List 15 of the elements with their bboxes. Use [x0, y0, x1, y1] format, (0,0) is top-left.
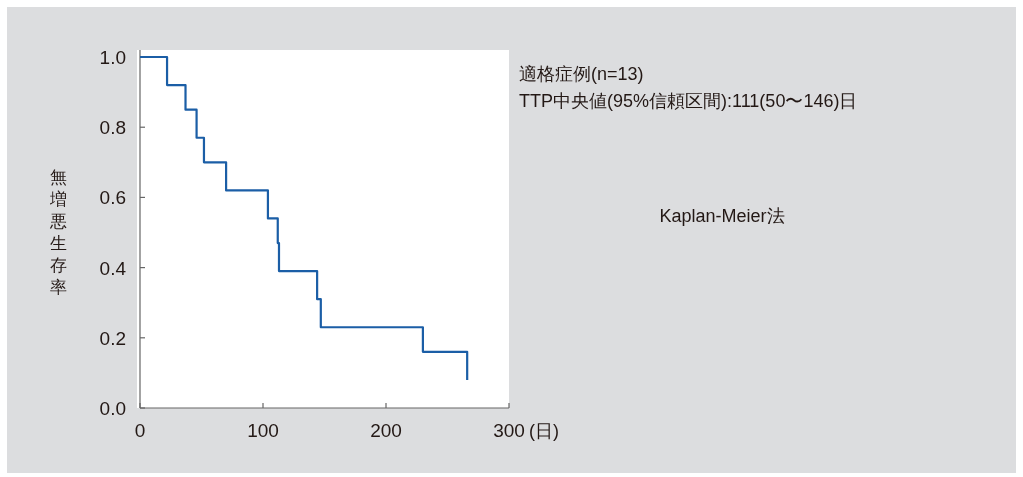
y-tick-label: 0.0	[99, 398, 126, 419]
x-tick-label: 100	[247, 420, 279, 441]
y-tick-label: 0.4	[99, 257, 127, 279]
x-tick-label: 0	[134, 420, 146, 441]
y-tick-label: 1.0	[99, 47, 126, 69]
x-tick-label: 200	[370, 420, 402, 441]
text: Kaplan-Meier法	[659, 206, 785, 226]
text: 適格症例(n=13)	[519, 64, 644, 84]
y-axis-title: 無増悪生存率	[48, 168, 67, 297]
x-axis-title: (日)	[529, 421, 559, 441]
x-tick-label: 300	[493, 420, 525, 441]
y-tick-label: 0.8	[99, 117, 126, 139]
y-tick-label: 0.6	[99, 187, 126, 209]
text: TTP中央値(95%信頼区間):111(50〜146)日	[519, 91, 858, 111]
y-tick-label: 0.2	[99, 327, 126, 349]
